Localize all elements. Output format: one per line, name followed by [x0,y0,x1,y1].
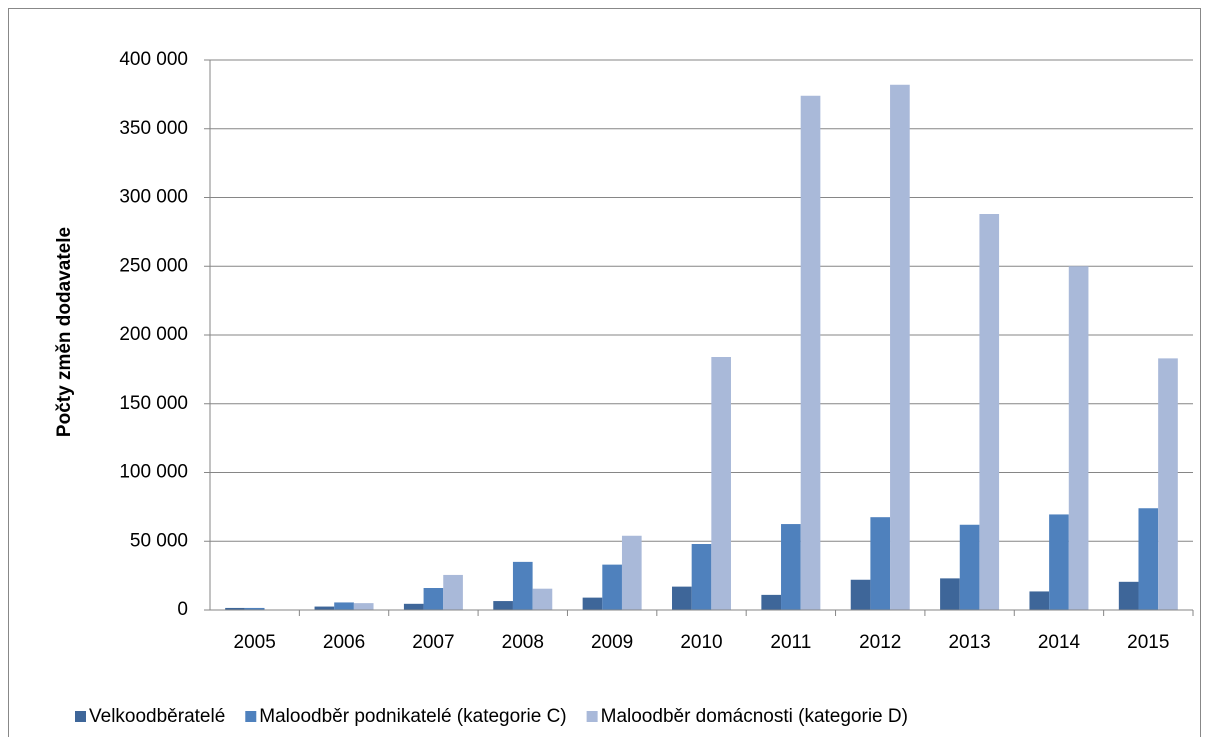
bar [1068,266,1089,610]
bar [870,517,891,610]
legend-label: Velkoodběratelé [89,706,225,727]
chart-frame [8,8,1201,737]
y-tick-label: 200 000 [119,324,188,345]
x-tick-label: 2014 [1038,632,1081,653]
bar [1118,581,1139,610]
bar [602,564,622,610]
y-tick-label: 250 000 [119,255,188,276]
bar [443,574,463,610]
x-tick-label: 2015 [1127,632,1169,653]
bar [532,588,553,610]
bar [672,586,692,610]
x-tick-label: 2010 [680,632,722,653]
bar [423,588,444,610]
legend-swatch [245,711,257,722]
x-tick-label: 2007 [412,632,454,653]
bar [1138,508,1159,610]
bar [244,607,265,610]
bar [761,594,782,610]
bar [711,357,731,610]
bar [800,95,821,610]
y-tick-label: 100 000 [119,462,188,483]
x-tick-label: 2006 [323,632,365,653]
y-tick-label: 0 [177,599,188,620]
legend-swatch [586,711,598,722]
bar [582,597,603,610]
bar [621,535,642,610]
y-tick-label: 400 000 [119,49,188,70]
bar [314,606,335,610]
bar [1158,358,1178,610]
y-tick-label: 150 000 [119,393,188,414]
bar [334,602,354,610]
y-tick-label: 300 000 [119,187,188,208]
bar [1029,591,1050,610]
bar [979,214,1000,610]
bar [959,524,980,610]
bar [940,578,960,610]
bar [493,601,513,610]
legend-label: Maloodběr domácnosti (kategorie D) [601,706,908,727]
bar [850,579,871,610]
bar [512,561,533,610]
bar [691,544,712,610]
bar [353,603,374,610]
y-axis-title: Počty změn dodavatele [54,227,75,437]
x-tick-label: 2013 [948,632,990,653]
x-tick-label: 2005 [234,632,276,653]
y-tick-label: 50 000 [130,530,188,551]
legend-swatch [75,711,86,722]
x-tick-label: 2009 [591,632,633,653]
y-tick-label: 350 000 [119,118,188,139]
x-tick-label: 2008 [502,632,544,653]
x-tick-label: 2012 [859,632,901,653]
bar [1049,514,1069,610]
bar [781,524,801,610]
x-tick-label: 2011 [770,632,811,653]
bar [403,603,424,610]
bar [225,607,245,610]
legend-label: Maloodběr podnikatelé (kategorie C) [259,706,566,727]
bar [890,84,910,610]
